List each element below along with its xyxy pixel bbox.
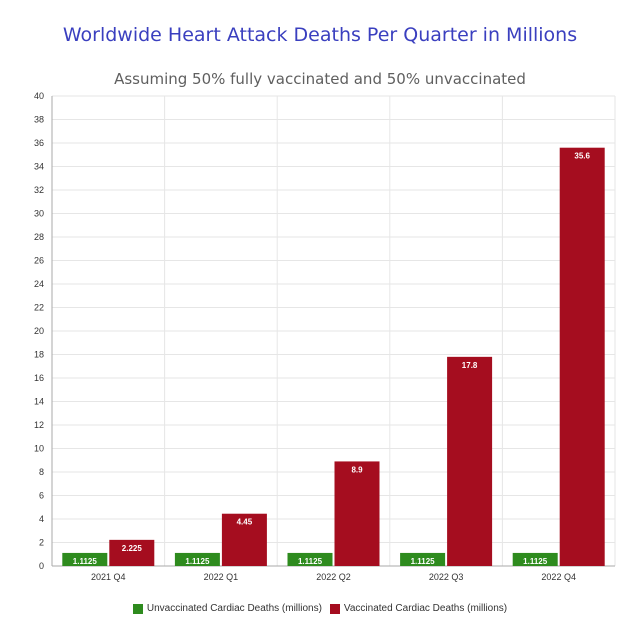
legend-item-vaccinated[interactable]: Vaccinated Cardiac Deaths (millions) — [329, 603, 508, 614]
y-tick-label: 4 — [39, 514, 44, 524]
legend-item-unvaccinated[interactable]: Unvaccinated Cardiac Deaths (millions) — [132, 603, 322, 614]
bar-value-label: 2.225 — [122, 544, 143, 553]
x-tick-label: 2022 Q4 — [541, 572, 576, 582]
bar-unvaccinated — [400, 552, 446, 566]
bar-vaccinated — [109, 539, 155, 566]
y-tick-label: 26 — [34, 256, 44, 266]
chart-title: Worldwide Heart Attack Deaths Per Quarte… — [62, 24, 578, 46]
x-tick-label: 2022 Q3 — [429, 572, 464, 582]
y-tick-label: 18 — [34, 350, 44, 360]
legend-label-unvaccinated: Unvaccinated Cardiac Deaths (millions) — [146, 603, 322, 614]
bar-vaccinated — [447, 356, 493, 566]
y-tick-label: 16 — [34, 373, 44, 383]
legend-swatch-unvaccinated — [132, 603, 143, 614]
x-tick-label: 2021 Q4 — [91, 572, 126, 582]
bar-value-label: 17.8 — [462, 361, 478, 370]
bar-value-label: 8.9 — [351, 465, 363, 474]
y-tick-label: 14 — [34, 397, 44, 407]
y-tick-label: 0 — [39, 561, 44, 571]
x-tick-label: 2022 Q1 — [204, 572, 239, 582]
y-tick-label: 32 — [34, 185, 44, 195]
y-tick-label: 20 — [34, 326, 44, 336]
y-tick-label: 34 — [34, 162, 44, 172]
y-tick-label: 38 — [34, 115, 44, 125]
bar-value-label: 4.45 — [237, 518, 253, 527]
bar-value-label: 35.6 — [574, 152, 590, 161]
bar-value-label: 1.1125 — [523, 557, 548, 566]
chart-subtitle: Assuming 50% fully vaccinated and 50% un… — [114, 70, 526, 88]
y-tick-label: 10 — [34, 444, 44, 454]
y-tick-label: 36 — [34, 138, 44, 148]
bar-vaccinated — [221, 513, 267, 566]
legend: Unvaccinated Cardiac Deaths (millions) V… — [0, 603, 640, 614]
y-tick-label: 22 — [34, 303, 44, 313]
bar-value-label: 1.1125 — [73, 557, 98, 566]
y-tick-label: 2 — [39, 538, 44, 548]
legend-swatch-vaccinated — [329, 603, 340, 614]
y-tick-label: 28 — [34, 232, 44, 242]
y-tick-label: 24 — [34, 279, 44, 289]
x-tick-label: 2022 Q2 — [316, 572, 351, 582]
bar-value-label: 1.1125 — [298, 557, 323, 566]
bar-unvaccinated — [512, 552, 558, 566]
plot-area: 02468101214161820222426283032343638401.1… — [34, 91, 616, 582]
y-tick-label: 8 — [39, 467, 44, 477]
bar-vaccinated — [559, 147, 605, 566]
bar-unvaccinated — [287, 552, 333, 566]
bar-vaccinated — [334, 461, 380, 566]
y-tick-label: 30 — [34, 209, 44, 219]
bar-unvaccinated — [62, 552, 108, 566]
bar-value-label: 1.1125 — [411, 557, 436, 566]
y-tick-label: 40 — [34, 91, 44, 101]
y-tick-label: 6 — [39, 491, 44, 501]
bar-unvaccinated — [174, 552, 220, 566]
y-tick-label: 12 — [34, 420, 44, 430]
legend-label-vaccinated: Vaccinated Cardiac Deaths (millions) — [343, 603, 508, 614]
bar-value-label: 1.1125 — [185, 557, 210, 566]
